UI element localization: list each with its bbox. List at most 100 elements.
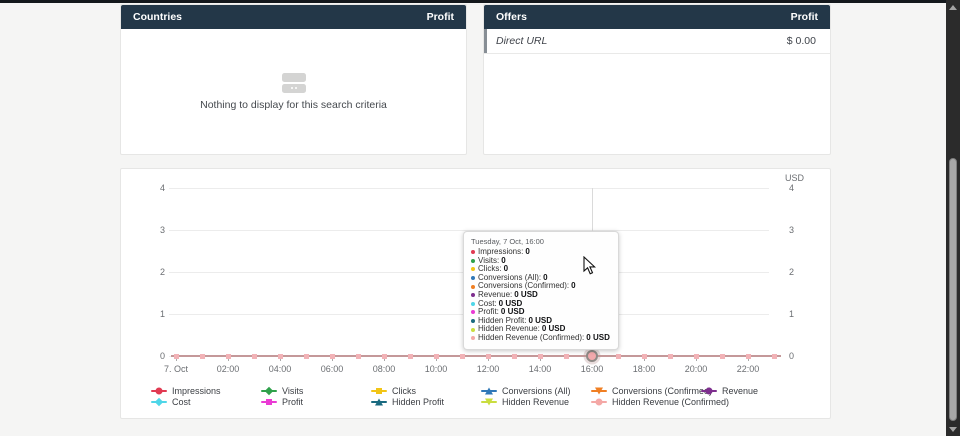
tooltip-metric-label: Hidden Revenue (Confirmed): <box>478 332 585 342</box>
offers-profit-column-header[interactable]: Profit <box>790 11 818 23</box>
legend-item[interactable]: Cost <box>151 397 191 407</box>
tooltip-metric-value: 0 <box>503 264 509 274</box>
legend-item[interactable]: Hidden Revenue (Confirmed) <box>591 397 729 407</box>
tooltip-metric-label: Cost: <box>478 298 497 308</box>
data-point-marker[interactable] <box>381 353 387 359</box>
legend-marker-icon <box>261 398 277 407</box>
data-point-marker[interactable] <box>407 353 413 359</box>
timeseries-chart-card: USD Tuesday, 7 Oct, 16:00 Impressions: 0… <box>120 168 831 419</box>
x-axis-tick-mark <box>228 357 229 361</box>
countries-profit-column-header[interactable]: Profit <box>426 11 454 23</box>
data-point-marker[interactable] <box>641 353 647 359</box>
data-point-marker[interactable] <box>615 353 621 359</box>
y-axis-tick-left: 2 <box>159 267 165 277</box>
tooltip-metric-value: 0 <box>571 281 576 291</box>
data-point-marker[interactable] <box>667 353 673 359</box>
legend-marker-icon <box>151 387 167 396</box>
tooltip-metric-value: 0 USD <box>541 324 566 334</box>
scrollbar-thumb[interactable] <box>949 158 957 421</box>
legend-item[interactable]: Revenue <box>701 386 758 396</box>
tooltip-metric-value: 0 USD <box>498 298 523 308</box>
legend-item[interactable]: Hidden Profit <box>371 397 444 407</box>
tooltip-metric-row: Hidden Revenue (Confirmed): 0 USD <box>471 332 610 343</box>
chart-gridline <box>169 188 769 189</box>
data-point-marker[interactable] <box>511 353 517 359</box>
legend-label: Conversions (Confirmed) <box>612 386 713 396</box>
x-axis-tick-label: 20:00 <box>684 364 708 374</box>
data-point-marker[interactable] <box>485 353 491 359</box>
chart-gridline <box>169 230 769 231</box>
page-scrollbar[interactable] <box>946 0 960 436</box>
x-axis-tick-label: 02:00 <box>216 364 240 374</box>
data-point-marker[interactable] <box>303 353 309 359</box>
legend-item[interactable]: Visits <box>261 386 303 396</box>
x-axis-tick-mark <box>280 357 281 361</box>
legend-item[interactable]: Clicks <box>371 386 416 396</box>
data-point-marker[interactable] <box>693 353 699 359</box>
data-point-marker[interactable] <box>199 353 205 359</box>
tooltip-metric-value: 0 USD <box>514 289 538 299</box>
data-point-marker[interactable] <box>459 353 465 359</box>
x-axis-tick-label: 22:00 <box>736 364 760 374</box>
tooltip-metric-label: Visits: <box>478 255 500 265</box>
offer-row-direct-url[interactable]: Direct URL $ 0.00 <box>484 29 830 54</box>
hovered-data-point[interactable] <box>586 350 598 362</box>
legend-diamond-icon <box>264 386 274 396</box>
legend-item[interactable]: Impressions <box>151 386 221 396</box>
tooltip-metric-value: 0 <box>525 247 530 256</box>
data-point-marker[interactable] <box>537 353 543 359</box>
legend-square-icon <box>376 388 382 394</box>
tooltip-metric-label: Conversions (Confirmed): <box>478 281 570 291</box>
legend-label: Revenue <box>722 386 759 396</box>
countries-empty-message: Nothing to display for this search crite… <box>200 98 387 111</box>
y-axis-tick-left: 0 <box>159 351 165 361</box>
legend-marker-icon <box>481 387 497 396</box>
data-point-marker[interactable] <box>355 353 361 359</box>
tooltip-metric-row: Conversions (Confirmed): 0 <box>471 282 610 291</box>
chart-gridline <box>169 356 769 357</box>
y-axis-unit-label: USD <box>785 173 805 183</box>
x-axis-tick-label: 18:00 <box>632 364 656 374</box>
data-point-marker[interactable] <box>277 353 283 359</box>
offer-name[interactable]: Direct URL <box>496 35 548 47</box>
data-point-marker[interactable] <box>251 353 257 359</box>
countries-panel-title: Countries <box>133 11 183 23</box>
legend-item[interactable]: Conversions (All) <box>481 386 571 396</box>
x-axis-tick-mark <box>540 357 541 361</box>
empty-table-icon <box>281 72 306 93</box>
tooltip-metric-value: 0 <box>543 272 548 282</box>
x-axis-tick-mark <box>332 357 333 361</box>
legend-item[interactable]: Conversions (Confirmed) <box>591 386 712 396</box>
tooltip-metric-label: Clicks: <box>478 264 502 274</box>
tooltip-series-dot-icon <box>471 327 475 332</box>
tooltip-series-dot-icon <box>471 319 475 324</box>
tooltip-metric-row: Profit: 0 USD <box>471 308 610 317</box>
scroll-down-arrow-icon[interactable] <box>949 427 957 432</box>
data-point-marker[interactable] <box>771 353 777 359</box>
tooltip-series-dot-icon <box>471 267 475 272</box>
tooltip-series-dot-icon <box>471 293 475 298</box>
data-point-marker[interactable] <box>719 353 725 359</box>
data-point-marker[interactable] <box>433 353 439 359</box>
countries-panel: Countries Profit Nothing to display for … <box>120 4 467 155</box>
countries-panel-header: Countries Profit <box>121 5 466 29</box>
x-axis-tick-mark <box>644 357 645 361</box>
scroll-up-arrow-icon[interactable] <box>949 5 957 10</box>
data-point-marker[interactable] <box>329 353 335 359</box>
data-point-marker[interactable] <box>745 353 751 359</box>
x-axis-tick-mark <box>488 357 489 361</box>
data-point-marker[interactable] <box>225 353 231 359</box>
x-axis-tick-label: 12:00 <box>476 364 500 374</box>
tooltip-metric-row: Cost: 0 USD <box>471 298 610 309</box>
tooltip-metric-row: Conversions (All): 0 <box>471 272 610 283</box>
data-point-marker[interactable] <box>563 353 569 359</box>
tooltip-metric-row: Revenue: 0 USD <box>471 289 610 300</box>
tooltip-metric-row: Impressions: 0 <box>471 247 610 257</box>
legend-item[interactable]: Profit <box>261 397 303 407</box>
tooltip-metric-value: 0 <box>501 255 506 265</box>
legend-item[interactable]: Hidden Revenue <box>481 397 569 407</box>
tooltip-metric-value: 0 USD <box>500 307 525 317</box>
countries-empty-state: Nothing to display for this search crite… <box>121 29 466 154</box>
data-point-marker[interactable] <box>173 353 179 359</box>
tooltip-metric-label: Profit: <box>478 307 499 317</box>
